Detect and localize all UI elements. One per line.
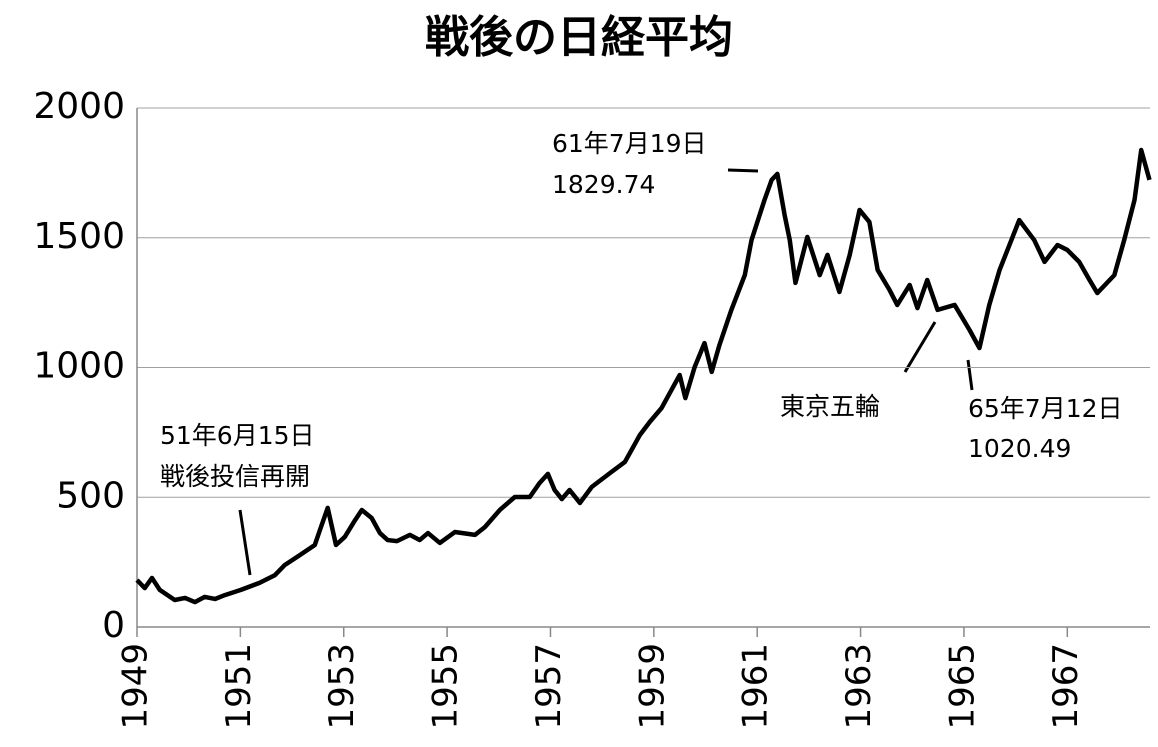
x-tick-label: 1967 (1046, 643, 1086, 730)
y-tick-label: 1000 (33, 346, 125, 387)
x-tick-label: 1955 (426, 643, 466, 730)
annotation: 1829.74 (552, 170, 655, 199)
annotation: 東京五輪 (780, 392, 880, 421)
x-tick-label: 1965 (942, 643, 982, 730)
annotation: 51年6月15日 (160, 421, 315, 450)
annotation: 1020.49 (968, 434, 1071, 463)
y-tick-label: 1500 (33, 216, 125, 257)
chart-title: 戦後の日経平均 (425, 12, 733, 63)
annotation: 戦後投信再開 (160, 462, 310, 491)
leader-line (966, 359, 974, 391)
x-tick-label: 1949 (116, 643, 156, 730)
x-tick-label: 1953 (322, 643, 362, 730)
annotations: 51年6月15日 戦後投信再開 61年7月19日 1829.74 東京五輪 65… (160, 129, 1123, 576)
y-tick-label: 500 (56, 475, 125, 516)
line-series (135, 147, 1152, 605)
x-tick-label: 1951 (219, 643, 259, 730)
annotation: 61年7月19日 (552, 129, 707, 158)
y-tick-label: 2000 (33, 86, 125, 127)
x-tick-label: 1963 (839, 643, 879, 730)
leader-line (727, 168, 759, 173)
x-tick-label: 1961 (736, 643, 776, 730)
leader-line (903, 321, 937, 373)
x-tick-label: 1959 (632, 643, 672, 730)
x-tick-label: 1957 (529, 643, 569, 730)
annotation: 65年7月12日 (968, 394, 1123, 423)
y-tick-label: 0 (102, 605, 125, 646)
leader-line (238, 509, 252, 576)
